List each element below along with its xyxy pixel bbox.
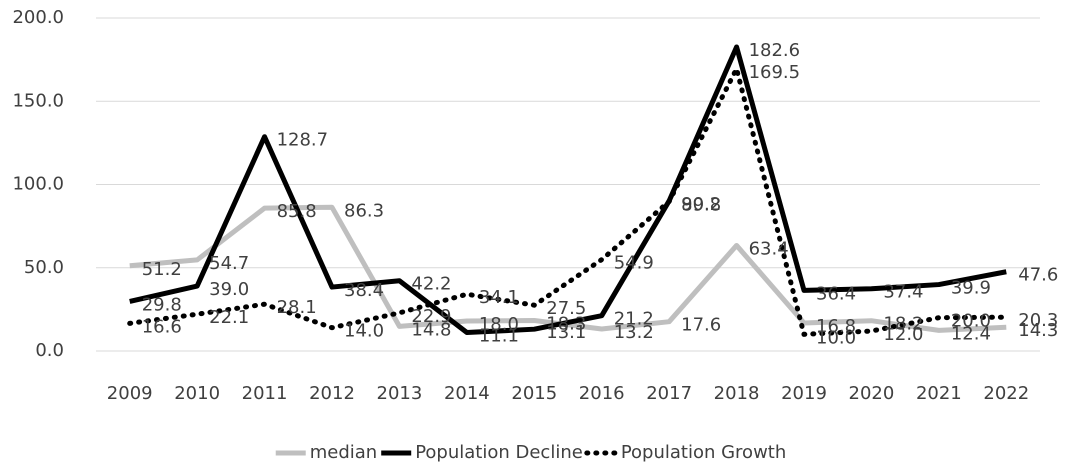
x-tick-label: 2021 [916, 383, 962, 404]
legend-item: median [275, 442, 377, 463]
data-label: 12.4 [951, 323, 991, 344]
x-tick-label: 2014 [444, 383, 490, 404]
x-tick-label: 2019 [781, 383, 827, 404]
data-label: 22.9 [411, 306, 451, 327]
legend-label: Population Decline [415, 442, 583, 463]
series-line [127, 66, 1009, 337]
data-label: 51.2 [142, 259, 182, 280]
data-label: 182.6 [749, 40, 801, 61]
y-tick-label: 200.0 [12, 7, 64, 28]
data-label: 14.8 [411, 319, 451, 340]
x-tick-label: 2012 [309, 383, 355, 404]
data-label: 20.0 [951, 311, 991, 332]
data-label: 17.6 [681, 315, 721, 336]
x-tick-label: 2022 [983, 383, 1029, 404]
data-label: 21.2 [614, 309, 654, 330]
data-label: 39.0 [209, 279, 249, 300]
x-tick-label: 2016 [579, 383, 625, 404]
data-label: 54.7 [209, 253, 249, 274]
x-tick-label: 2015 [511, 383, 557, 404]
data-label: 90.2 [681, 194, 721, 215]
data-label: 42.2 [411, 274, 451, 295]
x-tick-label: 2010 [174, 383, 220, 404]
data-label: 13.2 [614, 322, 654, 343]
data-label: 27.5 [546, 298, 586, 319]
data-label: 89.8 [681, 194, 721, 215]
x-tick-label: 2011 [242, 383, 288, 404]
data-label: 18.0 [479, 314, 519, 335]
data-label: 18.2 [883, 314, 923, 335]
data-label: 39.9 [951, 278, 991, 299]
data-label: 54.9 [614, 253, 654, 274]
data-label: 29.8 [142, 294, 182, 315]
data-label: 18.3 [546, 314, 586, 335]
data-label: 169.5 [749, 62, 801, 83]
data-label: 16.6 [142, 316, 182, 337]
y-tick-label: 50.0 [24, 257, 64, 278]
data-label: 63.4 [749, 238, 789, 259]
data-label: 85.8 [277, 201, 317, 222]
data-label: 22.1 [209, 307, 249, 328]
x-tick-label: 2017 [646, 383, 692, 404]
y-tick-label: 150.0 [12, 90, 64, 111]
legend-label: Population Growth [621, 442, 786, 463]
legend-item: Population Growth [584, 442, 786, 463]
legend-label: median [310, 442, 377, 463]
y-tick-label: 0.0 [35, 340, 64, 361]
data-label: 11.1 [479, 326, 519, 347]
data-label: 16.8 [816, 316, 856, 337]
x-tick-label: 2009 [107, 383, 153, 404]
data-label: 47.6 [1018, 265, 1058, 286]
data-label: 37.4 [883, 282, 923, 303]
data-label: 10.0 [816, 327, 856, 348]
data-label: 12.0 [883, 324, 923, 345]
series-line [129, 44, 1007, 336]
legend-item: Population Decline [381, 442, 583, 463]
y-tick-label: 100.0 [12, 174, 64, 195]
data-label: 14.0 [344, 321, 384, 342]
data-label: 13.1 [546, 322, 586, 343]
x-tick-label: 2013 [377, 383, 423, 404]
data-label: 38.4 [344, 280, 384, 301]
data-label: 128.7 [277, 130, 329, 151]
data-label: 86.3 [344, 200, 384, 221]
x-tick-label: 2020 [849, 383, 895, 404]
data-label: 36.4 [816, 283, 856, 304]
x-tick-label: 2018 [714, 383, 760, 404]
data-label: 34.1 [479, 287, 519, 308]
data-label: 14.3 [1018, 320, 1058, 341]
data-label: 28.1 [277, 297, 317, 318]
data-label: 20.3 [1018, 310, 1058, 331]
